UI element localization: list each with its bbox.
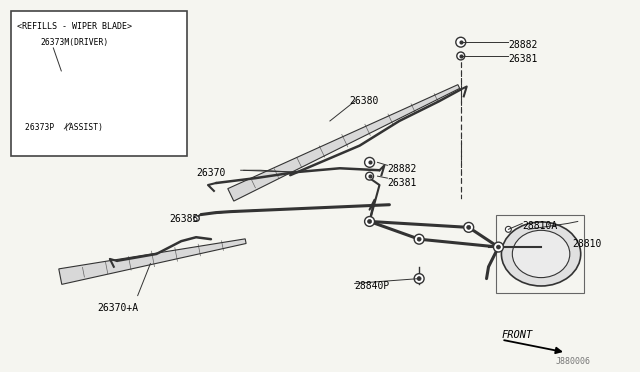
Text: 26381: 26381 xyxy=(508,54,538,64)
Polygon shape xyxy=(24,65,161,91)
Circle shape xyxy=(493,242,504,252)
Circle shape xyxy=(497,245,500,249)
Text: 26380: 26380 xyxy=(349,96,379,106)
Text: FRONT: FRONT xyxy=(501,330,532,340)
Circle shape xyxy=(506,227,511,232)
Text: 28882: 28882 xyxy=(387,164,417,174)
Polygon shape xyxy=(24,112,150,133)
Text: <REFILLS - WIPER BLADE>: <REFILLS - WIPER BLADE> xyxy=(17,22,132,32)
Text: 28840P: 28840P xyxy=(355,280,390,291)
Ellipse shape xyxy=(501,222,580,286)
Circle shape xyxy=(464,222,474,232)
Circle shape xyxy=(467,225,470,230)
Circle shape xyxy=(457,52,465,60)
Circle shape xyxy=(456,37,466,47)
Text: 26381: 26381 xyxy=(387,178,417,188)
Text: 26385: 26385 xyxy=(170,214,198,224)
Circle shape xyxy=(417,277,421,280)
Bar xyxy=(11,11,187,157)
Ellipse shape xyxy=(512,230,570,278)
Text: 26370: 26370 xyxy=(196,168,225,178)
Text: 28810A: 28810A xyxy=(522,221,557,231)
Text: 26373M(DRIVER): 26373M(DRIVER) xyxy=(40,38,109,47)
Circle shape xyxy=(417,237,421,241)
Circle shape xyxy=(365,217,374,227)
Bar xyxy=(497,215,584,294)
Text: 26373P  (ASSIST): 26373P (ASSIST) xyxy=(24,123,102,132)
Text: 28882: 28882 xyxy=(508,40,538,50)
Circle shape xyxy=(365,172,374,180)
Circle shape xyxy=(367,219,372,224)
Text: 26370+A: 26370+A xyxy=(97,303,138,313)
Text: J880006: J880006 xyxy=(556,357,591,366)
Text: 28810: 28810 xyxy=(573,239,602,249)
Polygon shape xyxy=(228,85,460,201)
Polygon shape xyxy=(59,239,246,284)
Circle shape xyxy=(414,274,424,283)
Circle shape xyxy=(365,157,374,167)
Circle shape xyxy=(414,234,424,244)
